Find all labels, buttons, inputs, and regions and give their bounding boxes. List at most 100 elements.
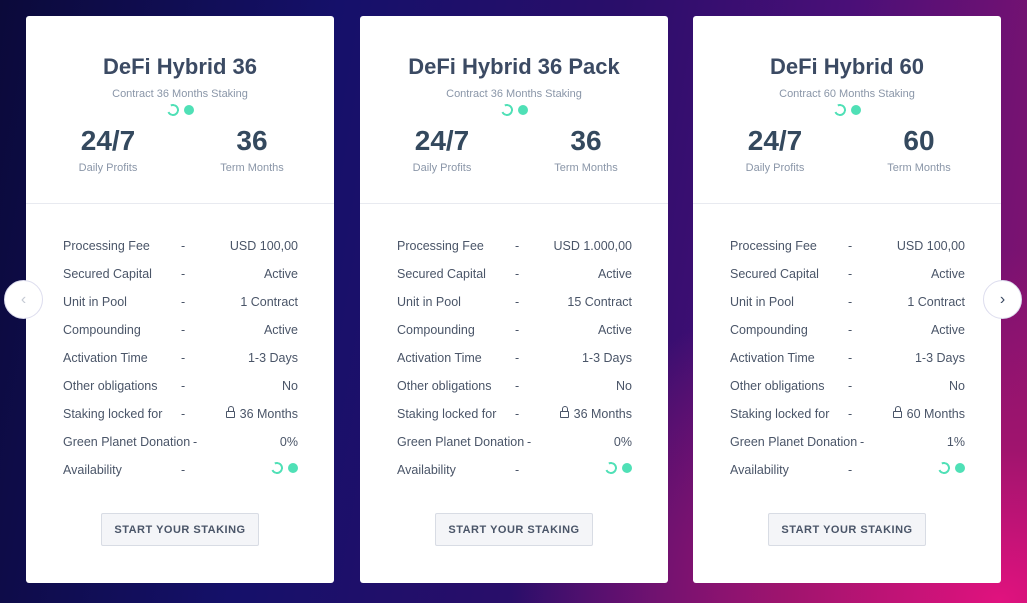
detail-row: Unit in Pool - 15 Contract: [397, 294, 632, 322]
row-value: 60 Months: [906, 407, 965, 421]
row-value: Active: [597, 267, 632, 281]
availability-indicator: [164, 102, 194, 118]
status-dot-icon: [183, 105, 194, 115]
row-label: Staking locked for: [730, 407, 830, 421]
stat-value: 24/7: [747, 125, 803, 156]
lock-icon: [892, 406, 902, 419]
carousel-prev-button[interactable]: ‹: [4, 280, 43, 319]
row-value: 0%: [279, 435, 298, 449]
row-separator: -: [181, 351, 186, 365]
stat-term-months: 36 Term Months: [182, 124, 322, 174]
row-label: Activation Time: [63, 351, 148, 365]
row-label: Secured Capital: [397, 267, 486, 281]
row-label: Green Planet Donation: [63, 435, 191, 449]
row-label: Secured Capital: [63, 267, 152, 281]
row-value: 15 Contract: [567, 295, 632, 309]
divider: [693, 203, 1001, 204]
row-label: Other obligations: [397, 379, 492, 393]
stat-term-months: 36 Term Months: [516, 124, 656, 174]
detail-row: Compounding - Active: [63, 322, 298, 350]
row-label: Green Planet Donation: [397, 435, 525, 449]
stat-daily-profits: 24/7 Daily Profits: [705, 124, 845, 174]
row-value: No: [949, 379, 965, 393]
availability-indicator: [936, 460, 965, 476]
row-separator: -: [515, 379, 520, 393]
detail-row: Activation Time - 1-3 Days: [730, 350, 965, 378]
row-label: Activation Time: [397, 351, 482, 365]
plan-title: DeFi Hybrid 36 Pack: [408, 54, 620, 79]
row-label: Other obligations: [730, 379, 825, 393]
status-dot-icon: [288, 463, 298, 473]
plan-title: DeFi Hybrid 36: [102, 54, 258, 79]
row-separator: -: [181, 463, 186, 477]
row-value: Active: [263, 323, 298, 337]
divider: [360, 203, 668, 204]
row-value: 1 Contract: [907, 295, 965, 309]
detail-row: Availability -: [730, 460, 965, 490]
status-dot-icon: [850, 105, 861, 115]
row-value: 1-3 Days: [247, 351, 298, 365]
stat-daily-profits: 24/7 Daily Profits: [38, 124, 178, 174]
row-separator: -: [848, 351, 853, 365]
row-label: Compounding: [730, 323, 808, 337]
detail-row: Processing Fee - USD 100,00: [63, 238, 298, 266]
row-separator: -: [527, 435, 532, 449]
stat-label: Term Months: [220, 162, 284, 174]
detail-row: Availability -: [397, 460, 632, 490]
row-value: 0%: [613, 435, 632, 449]
detail-row: Activation Time - 1-3 Days: [397, 350, 632, 378]
detail-row: Unit in Pool - 1 Contract: [63, 294, 298, 322]
detail-row: Staking locked for - 36 Months: [397, 406, 632, 434]
availability-indicator: [269, 460, 298, 476]
row-separator: -: [848, 379, 853, 393]
row-separator: -: [515, 351, 520, 365]
loading-spinner-icon: [269, 460, 285, 476]
stat-value: 60: [903, 125, 935, 156]
detail-row: Green Planet Donation - 1%: [730, 434, 965, 462]
details-list: Processing Fee - USD 100,00 Secured Capital…: [730, 238, 965, 490]
row-value: 1%: [946, 435, 965, 449]
stat-label: Daily Profits: [745, 162, 805, 174]
row-value: 36 Months: [239, 407, 298, 421]
start-staking-button[interactable]: START YOUR STAKING: [435, 513, 593, 546]
row-separator: -: [181, 379, 186, 393]
row-separator: -: [515, 323, 520, 337]
row-separator: -: [515, 295, 520, 309]
stat-label: Daily Profits: [78, 162, 138, 174]
row-separator: -: [848, 323, 853, 337]
carousel-next-button[interactable]: ›: [983, 280, 1022, 319]
divider: [26, 203, 334, 204]
row-separator: -: [848, 295, 853, 309]
status-dot-icon: [517, 105, 528, 115]
start-staking-button[interactable]: START YOUR STAKING: [768, 513, 926, 546]
stat-label: Term Months: [887, 162, 951, 174]
stat-label: Term Months: [554, 162, 618, 174]
row-label: Processing Fee: [730, 239, 817, 253]
row-label: Unit in Pool: [730, 295, 794, 309]
detail-row: Green Planet Donation - 0%: [397, 434, 632, 462]
status-dot-icon: [955, 463, 965, 473]
row-label: Availability: [63, 463, 122, 477]
row-separator: -: [515, 267, 520, 281]
start-staking-button[interactable]: START YOUR STAKING: [101, 513, 259, 546]
row-separator: -: [181, 295, 186, 309]
stat-value: 24/7: [80, 125, 136, 156]
chevron-right-icon: ›: [999, 290, 1006, 308]
row-separator: -: [848, 239, 853, 253]
details-list: Processing Fee - USD 100,00 Secured Capital…: [63, 238, 298, 490]
row-separator: -: [860, 435, 865, 449]
row-label: Compounding: [397, 323, 475, 337]
detail-row: Secured Capital - Active: [730, 266, 965, 294]
row-separator: -: [848, 407, 853, 421]
row-value: Active: [263, 267, 298, 281]
plan-subtitle: Contract 36 Months Staking: [446, 88, 582, 100]
plan-card: DeFi Hybrid 36 Contract 36 Months Staking…: [26, 16, 334, 583]
row-separator: -: [181, 323, 186, 337]
row-separator: -: [515, 239, 520, 253]
row-separator: -: [515, 407, 520, 421]
plan-card: DeFi Hybrid 36 Pack Contract 36 Months St…: [360, 16, 668, 583]
row-value: Active: [930, 267, 965, 281]
detail-row: Staking locked for - 60 Months: [730, 406, 965, 434]
row-label: Availability: [730, 463, 789, 477]
row-label: Unit in Pool: [63, 295, 127, 309]
